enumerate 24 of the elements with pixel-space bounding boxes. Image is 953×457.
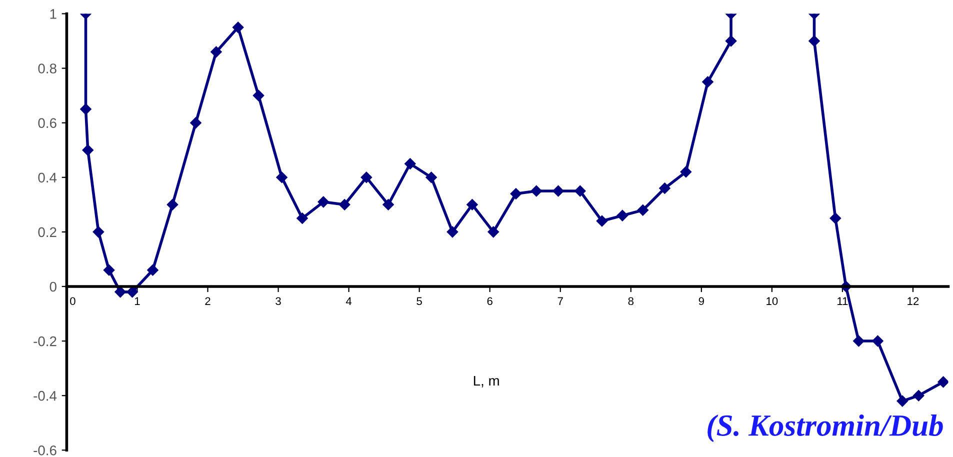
x-tick-label: 5 — [416, 297, 422, 306]
x-tick-label: 10 — [766, 297, 778, 306]
y-tick-label: -0.2 — [34, 336, 56, 346]
x-tick-label: 8 — [628, 297, 634, 306]
x-tick-label: 6 — [487, 297, 492, 306]
y-tick-label: 0.8 — [38, 64, 56, 74]
x-axis-title: L, m — [474, 376, 499, 388]
y-tick-label: 1 — [50, 9, 56, 19]
y-tick-label: -0.6 — [34, 445, 56, 456]
x-tick-label: 4 — [346, 297, 352, 305]
x-tick-label: 12 — [908, 297, 919, 305]
y-tick-label: 0.6 — [38, 118, 56, 128]
x-tick-label: 2 — [205, 297, 210, 305]
annotation: (S. Kostromin/Dub — [708, 414, 943, 442]
y-tick-label: 0.4 — [38, 172, 57, 183]
x-tick-label: 3 — [276, 297, 281, 306]
x-tick-label: 11 — [838, 297, 848, 305]
x-tick-label: 9 — [698, 297, 704, 306]
x-tick-label: 7 — [558, 297, 563, 305]
x-tick-label: 1 — [134, 297, 140, 305]
y-tick-label: -0.4 — [34, 390, 57, 401]
x-tick-label: 0 — [70, 297, 76, 306]
y-tick-label: 0 — [50, 282, 56, 292]
y-tick-label: 0.2 — [38, 227, 56, 238]
